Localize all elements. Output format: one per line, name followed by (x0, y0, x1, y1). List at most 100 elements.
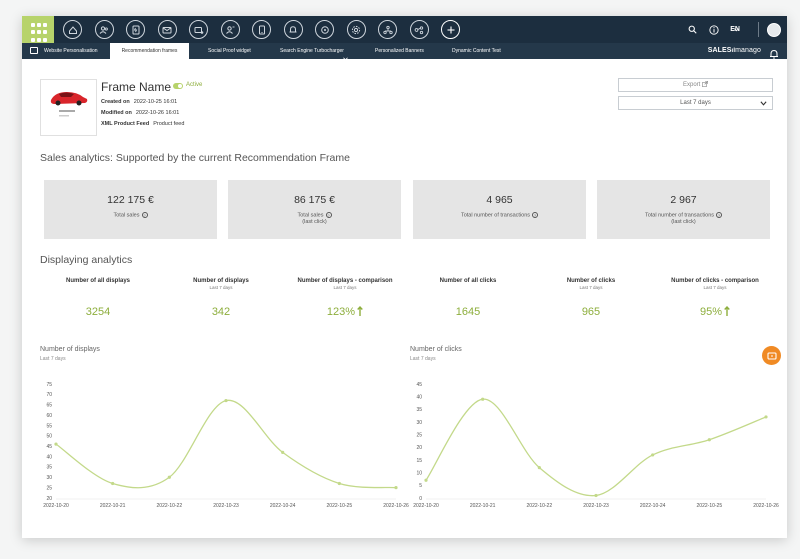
metric-all-clicks: Number of all clicks 1645 (408, 278, 528, 318)
metric-clicks: Number of clicks Last 7 days 965 (531, 278, 651, 318)
metric-sub: Last 7 days (703, 285, 727, 290)
kpi-value: 2 967 (670, 194, 697, 206)
y-tick-label: 75 (46, 382, 52, 388)
app-menu-grid-icon[interactable] (22, 16, 54, 43)
metric-sub: Last 7 days (579, 285, 603, 290)
info-icon[interactable]: ? (532, 212, 539, 218)
data-point (764, 415, 768, 419)
x-tick-label: 2022-10-25 (697, 503, 723, 509)
top-navbar: EN (22, 16, 787, 43)
network-icon[interactable] (378, 20, 397, 39)
metric-heading: Number of displays (193, 278, 249, 284)
metric-heading: Number of clicks - comparison (671, 278, 759, 284)
automation-icon[interactable] (126, 20, 145, 39)
users-icon[interactable] (220, 20, 240, 39)
user-avatar[interactable] (767, 22, 781, 37)
metric-heading: Number of all displays (65, 278, 131, 284)
y-tick-label: 40 (46, 454, 52, 460)
notifications-icon[interactable] (283, 20, 303, 39)
settings-icon[interactable] (346, 20, 366, 39)
tab-website-personalisation[interactable]: Website Personalisation (44, 48, 98, 54)
data-point (111, 481, 115, 486)
metric-heading: Number of displays - comparison (297, 278, 393, 284)
chart-title: Number of clicks (410, 346, 462, 353)
tab-personalized-banners[interactable]: Personalized Banners (375, 48, 424, 54)
series-line (425, 398, 767, 497)
tab-social-proof-widget[interactable]: Social Proof widget (208, 48, 251, 54)
sub-navigation: Website Personalisation Recommendation f… (22, 43, 787, 61)
x-tick-label: 2022-10-23 (583, 503, 609, 509)
tab-recommendation-frames[interactable]: Recommendation frames (110, 43, 189, 59)
tab-dynamic-content-test[interactable]: Dynamic Content Test (452, 48, 501, 54)
metric-value: 1645 (455, 306, 481, 318)
kpi-label: Total sales (297, 212, 324, 219)
x-tick-label: 2022-10-23 (213, 503, 239, 509)
info-icon[interactable]: ? (141, 212, 148, 218)
y-tick-label: 70 (46, 392, 52, 398)
arrow-up-icon (357, 306, 363, 316)
y-tick-label: 45 (416, 382, 422, 388)
metric-value: 123% (326, 306, 356, 318)
email-icon[interactable] (157, 20, 177, 39)
clicks-line-chart: 0 5 10 15 20 25 30 35 40 45 2022-10-20 2022-10-21 20… (413, 382, 779, 509)
frame-icon (30, 47, 38, 54)
data-point (224, 398, 228, 403)
chat-button[interactable] (762, 346, 781, 365)
kpi-label: Total number of transactions (460, 212, 531, 219)
data-point (337, 481, 341, 486)
export-button[interactable]: Export (618, 78, 773, 92)
kpi-total-transactions-last-click: 2 967 Total number of transactions? (last… (597, 180, 770, 239)
x-tick-label: 2022-10-22 (157, 503, 183, 509)
kpi-label: Total number of transactions (644, 212, 715, 219)
chevron-down-icon (733, 24, 739, 36)
targeting-icon[interactable] (315, 20, 334, 39)
info-icon[interactable]: ? (325, 212, 332, 218)
tab-search-engine-turbocharger[interactable]: Search Engine Turbocharger (280, 48, 344, 54)
x-tick-label: 2022-10-20 (43, 503, 69, 509)
integrations-icon[interactable] (409, 20, 429, 39)
kpi-total-transactions: 4 965 Total number of transactions? (413, 180, 586, 239)
active-toggle[interactable] (173, 83, 183, 89)
kpi-total-sales: 122 175 € Total sales? (44, 180, 217, 239)
search-icon[interactable] (686, 24, 698, 36)
bell-icon[interactable] (769, 46, 779, 59)
data-point (424, 478, 428, 482)
series-line (55, 399, 397, 489)
info-icon[interactable]: ? (716, 212, 723, 218)
metric-displays: Number of displays Last 7 days 342 (161, 278, 281, 318)
kpi-value: 86 175 € (294, 194, 335, 206)
x-tick-label: 2022-10-21 (100, 503, 126, 509)
metric-heading: Number of clicks (566, 278, 616, 284)
sales-analytics-title: Sales analytics: Supported by the curren… (40, 152, 350, 164)
x-tick-label: 2022-10-26 (383, 503, 409, 509)
y-tick-label: 20 (416, 445, 422, 451)
y-tick-label: 0 (419, 496, 422, 502)
external-link-icon (702, 81, 708, 87)
email-settings-icon[interactable] (189, 20, 208, 39)
data-point (537, 466, 541, 470)
modified-on: Modified on 2022-10-26 16:01 (101, 110, 180, 116)
y-tick-label: 10 (416, 470, 422, 476)
x-tick-label: 2022-10-20 (413, 503, 439, 509)
data-point (481, 397, 485, 401)
x-tick-label: 2022-10-25 (327, 503, 353, 509)
add-icon[interactable] (441, 20, 460, 39)
y-tick-label: 15 (416, 458, 422, 464)
y-tick-label: 45 (46, 444, 52, 450)
product-feed: XML Product Feed Product feed (101, 121, 185, 127)
chart-subtitle: Last 7 days (410, 356, 436, 362)
period-select[interactable]: Last 7 days (618, 96, 773, 110)
frame-thumbnail (40, 79, 97, 136)
metric-sub: Last 7 days (333, 285, 357, 290)
mobile-icon[interactable] (252, 20, 271, 39)
chart-subtitle: Last 7 days (40, 356, 66, 362)
y-tick-label: 40 (416, 394, 422, 400)
y-tick-label: 25 (416, 432, 422, 438)
y-tick-label: 50 (46, 434, 52, 440)
x-tick-label: 2022-10-22 (527, 503, 553, 509)
contacts-icon[interactable] (94, 20, 114, 39)
main-navigation (63, 20, 473, 39)
help-icon[interactable] (708, 24, 720, 36)
y-tick-label: 35 (46, 465, 52, 471)
dashboard-icon[interactable] (63, 20, 82, 39)
